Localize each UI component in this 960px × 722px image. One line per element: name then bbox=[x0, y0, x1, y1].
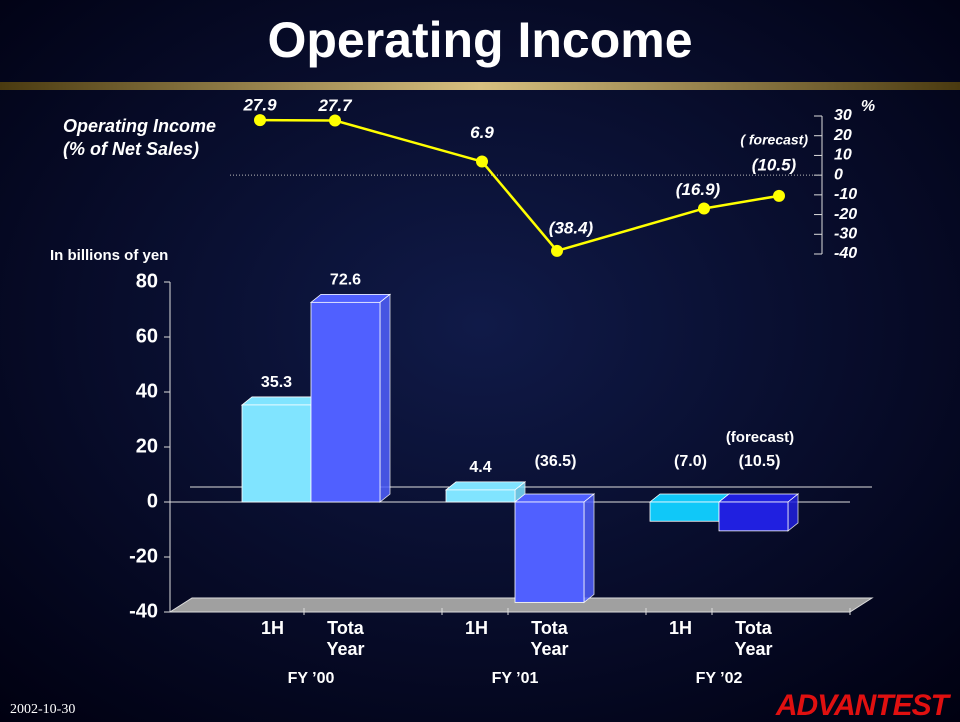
y-tick-label: 20 bbox=[136, 435, 158, 457]
bar bbox=[718, 501, 789, 532]
bar-top bbox=[513, 493, 596, 503]
y-tick-label: 0 bbox=[147, 490, 158, 512]
group-label: FY ’02 bbox=[696, 670, 743, 687]
forecast-note: (forecast) bbox=[726, 429, 794, 446]
line-point bbox=[773, 189, 785, 202]
y2-tick-label: 30 bbox=[834, 107, 852, 124]
line-value-label: 6.9 bbox=[470, 123, 494, 142]
x-tick-label: Tota Year bbox=[326, 618, 365, 659]
line-point bbox=[551, 244, 563, 257]
group-label: FY ’00 bbox=[288, 670, 335, 687]
bar bbox=[310, 301, 381, 503]
bar bbox=[445, 489, 516, 503]
y-tick-label: 80 bbox=[136, 270, 158, 292]
floor bbox=[168, 597, 874, 613]
bar-top bbox=[648, 493, 731, 503]
x-tick-label: Tota Year bbox=[530, 618, 569, 659]
bar bbox=[241, 404, 312, 503]
x-tick-label: 1H bbox=[260, 618, 284, 638]
y-tick-label: 40 bbox=[136, 380, 158, 402]
bar-value-label: 35.3 bbox=[261, 374, 292, 391]
line-value-label: (10.5) bbox=[752, 155, 797, 174]
title: Operating Income bbox=[267, 12, 692, 68]
bar bbox=[514, 501, 585, 603]
y-tick-label: -40 bbox=[129, 600, 158, 622]
y-tick-label: -20 bbox=[129, 545, 158, 567]
logo: ADVANTEST bbox=[775, 689, 952, 722]
x-tick-label: 1H bbox=[464, 618, 488, 638]
y2-tick-label: 10 bbox=[834, 147, 852, 164]
line-value-label: (16.9) bbox=[676, 180, 721, 199]
y-axis-label: In billions of yen bbox=[50, 247, 168, 264]
y2-unit: % bbox=[861, 98, 875, 115]
y2-tick-label: -10 bbox=[834, 186, 857, 203]
bar bbox=[649, 501, 720, 522]
forecast-note: ( forecast) bbox=[740, 132, 808, 148]
x-tick-label: Tota Year bbox=[734, 618, 773, 659]
line bbox=[259, 118, 780, 253]
y-tick-label: 60 bbox=[136, 325, 158, 347]
date: 2002-10-30 bbox=[10, 702, 75, 717]
bar-value-label: (36.5) bbox=[535, 453, 577, 470]
line-label: Operating Income bbox=[63, 116, 216, 136]
bar-top bbox=[240, 396, 323, 406]
bar-value-label: (10.5) bbox=[739, 453, 781, 470]
line-value-label: 27.7 bbox=[317, 96, 353, 115]
bar-value-label: 4.4 bbox=[469, 459, 491, 476]
y2-tick-label: 20 bbox=[833, 127, 852, 144]
bar-top bbox=[309, 293, 392, 303]
line-value-label: (38.4) bbox=[549, 218, 594, 237]
line-value-label: 27.9 bbox=[242, 96, 277, 115]
line-point bbox=[698, 202, 710, 215]
y2-tick-label: -40 bbox=[834, 245, 857, 262]
bar-top bbox=[717, 493, 800, 503]
bar-value-label: (7.0) bbox=[674, 453, 707, 470]
bar-top bbox=[444, 481, 527, 491]
bar-value-label: 72.6 bbox=[330, 272, 361, 289]
title-stripe bbox=[0, 82, 960, 90]
line-point bbox=[254, 114, 266, 127]
group-label: FY ’01 bbox=[492, 670, 539, 687]
y2-tick-label: -30 bbox=[834, 226, 857, 243]
y2-tick-label: -20 bbox=[834, 206, 857, 223]
line-label: (% of Net Sales) bbox=[63, 139, 199, 159]
line-point bbox=[329, 114, 341, 127]
x-tick-label: 1H bbox=[668, 618, 692, 638]
bar-side bbox=[379, 293, 391, 503]
y2-tick-label: 0 bbox=[834, 166, 843, 183]
line-point bbox=[476, 155, 488, 168]
bar-side bbox=[583, 493, 595, 604]
